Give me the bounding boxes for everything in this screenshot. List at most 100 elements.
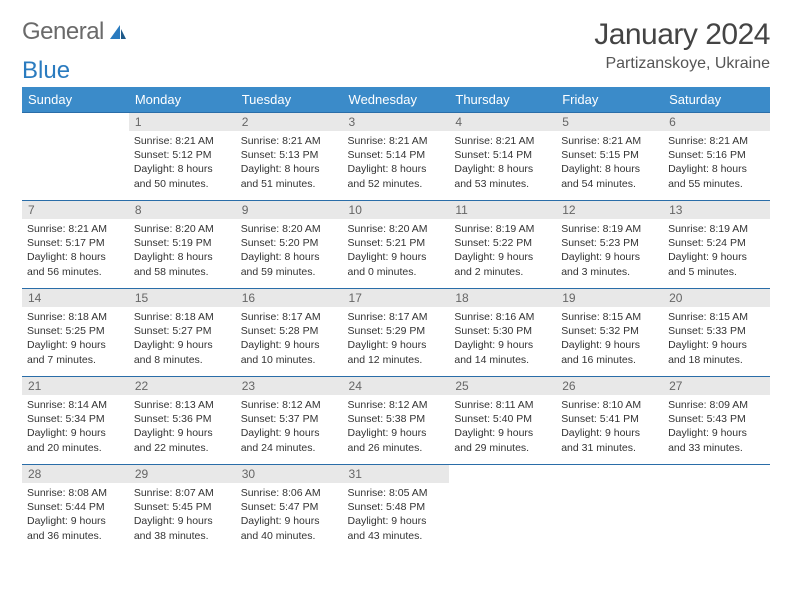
calendar-cell: 13Sunrise: 8:19 AMSunset: 5:24 PMDayligh…: [663, 201, 770, 289]
day-details: Sunrise: 8:21 AMSunset: 5:16 PMDaylight:…: [663, 131, 770, 195]
calendar-page: General January 2024 Partizanskoye, Ukra…: [0, 0, 792, 571]
day-number: 31: [343, 465, 450, 483]
calendar-cell: 11Sunrise: 8:19 AMSunset: 5:22 PMDayligh…: [449, 201, 556, 289]
day-number: 17: [343, 289, 450, 307]
logo-text-1: General: [22, 18, 104, 46]
day-details: Sunrise: 8:06 AMSunset: 5:47 PMDaylight:…: [236, 483, 343, 547]
day-number: 7: [22, 201, 129, 219]
calendar-row: 28Sunrise: 8:08 AMSunset: 5:44 PMDayligh…: [22, 465, 770, 553]
calendar-cell: 5Sunrise: 8:21 AMSunset: 5:15 PMDaylight…: [556, 113, 663, 201]
day-number: 10: [343, 201, 450, 219]
day-details: Sunrise: 8:15 AMSunset: 5:32 PMDaylight:…: [556, 307, 663, 371]
day-details: Sunrise: 8:17 AMSunset: 5:28 PMDaylight:…: [236, 307, 343, 371]
day-details: Sunrise: 8:05 AMSunset: 5:48 PMDaylight:…: [343, 483, 450, 547]
weekday-header: Sunday: [22, 87, 129, 113]
day-number: 4: [449, 113, 556, 131]
weekday-header-row: SundayMondayTuesdayWednesdayThursdayFrid…: [22, 87, 770, 113]
weekday-header: Thursday: [449, 87, 556, 113]
calendar-cell: 10Sunrise: 8:20 AMSunset: 5:21 PMDayligh…: [343, 201, 450, 289]
calendar-row: 14Sunrise: 8:18 AMSunset: 5:25 PMDayligh…: [22, 289, 770, 377]
calendar-cell: 1Sunrise: 8:21 AMSunset: 5:12 PMDaylight…: [129, 113, 236, 201]
day-number: 21: [22, 377, 129, 395]
day-number: 3: [343, 113, 450, 131]
day-number: 13: [663, 201, 770, 219]
calendar-cell-empty: [556, 465, 663, 553]
day-number: 18: [449, 289, 556, 307]
calendar-cell: 18Sunrise: 8:16 AMSunset: 5:30 PMDayligh…: [449, 289, 556, 377]
day-details: Sunrise: 8:15 AMSunset: 5:33 PMDaylight:…: [663, 307, 770, 371]
day-number: 25: [449, 377, 556, 395]
day-details: Sunrise: 8:14 AMSunset: 5:34 PMDaylight:…: [22, 395, 129, 459]
day-details: Sunrise: 8:19 AMSunset: 5:24 PMDaylight:…: [663, 219, 770, 283]
calendar-cell: 26Sunrise: 8:10 AMSunset: 5:41 PMDayligh…: [556, 377, 663, 465]
weekday-header: Tuesday: [236, 87, 343, 113]
day-details: Sunrise: 8:21 AMSunset: 5:15 PMDaylight:…: [556, 131, 663, 195]
weekday-header: Monday: [129, 87, 236, 113]
calendar-cell: 24Sunrise: 8:12 AMSunset: 5:38 PMDayligh…: [343, 377, 450, 465]
day-number: 30: [236, 465, 343, 483]
weekday-header: Saturday: [663, 87, 770, 113]
day-details: Sunrise: 8:18 AMSunset: 5:25 PMDaylight:…: [22, 307, 129, 371]
day-details: Sunrise: 8:18 AMSunset: 5:27 PMDaylight:…: [129, 307, 236, 371]
day-number: 5: [556, 113, 663, 131]
day-details: Sunrise: 8:19 AMSunset: 5:22 PMDaylight:…: [449, 219, 556, 283]
logo-text-2: Blue: [22, 57, 70, 84]
day-details: Sunrise: 8:09 AMSunset: 5:43 PMDaylight:…: [663, 395, 770, 459]
day-details: Sunrise: 8:21 AMSunset: 5:14 PMDaylight:…: [449, 131, 556, 195]
weekday-header: Friday: [556, 87, 663, 113]
logo-sail-icon: [107, 23, 129, 43]
day-number: 11: [449, 201, 556, 219]
day-details: Sunrise: 8:16 AMSunset: 5:30 PMDaylight:…: [449, 307, 556, 371]
day-details: Sunrise: 8:12 AMSunset: 5:38 PMDaylight:…: [343, 395, 450, 459]
day-number: 29: [129, 465, 236, 483]
calendar-cell: 14Sunrise: 8:18 AMSunset: 5:25 PMDayligh…: [22, 289, 129, 377]
calendar-cell: 6Sunrise: 8:21 AMSunset: 5:16 PMDaylight…: [663, 113, 770, 201]
day-number: 28: [22, 465, 129, 483]
day-number: 15: [129, 289, 236, 307]
calendar-cell: 29Sunrise: 8:07 AMSunset: 5:45 PMDayligh…: [129, 465, 236, 553]
calendar-cell: 19Sunrise: 8:15 AMSunset: 5:32 PMDayligh…: [556, 289, 663, 377]
calendar-cell: 12Sunrise: 8:19 AMSunset: 5:23 PMDayligh…: [556, 201, 663, 289]
page-title: January 2024: [594, 18, 770, 52]
day-details: Sunrise: 8:12 AMSunset: 5:37 PMDaylight:…: [236, 395, 343, 459]
calendar-cell: 9Sunrise: 8:20 AMSunset: 5:20 PMDaylight…: [236, 201, 343, 289]
day-details: Sunrise: 8:21 AMSunset: 5:14 PMDaylight:…: [343, 131, 450, 195]
day-details: Sunrise: 8:13 AMSunset: 5:36 PMDaylight:…: [129, 395, 236, 459]
day-details: Sunrise: 8:20 AMSunset: 5:19 PMDaylight:…: [129, 219, 236, 283]
calendar-cell: 3Sunrise: 8:21 AMSunset: 5:14 PMDaylight…: [343, 113, 450, 201]
calendar-cell: 31Sunrise: 8:05 AMSunset: 5:48 PMDayligh…: [343, 465, 450, 553]
day-details: Sunrise: 8:20 AMSunset: 5:21 PMDaylight:…: [343, 219, 450, 283]
day-number: 6: [663, 113, 770, 131]
calendar-cell: 22Sunrise: 8:13 AMSunset: 5:36 PMDayligh…: [129, 377, 236, 465]
day-details: Sunrise: 8:20 AMSunset: 5:20 PMDaylight:…: [236, 219, 343, 283]
day-details: Sunrise: 8:07 AMSunset: 5:45 PMDaylight:…: [129, 483, 236, 547]
day-details: Sunrise: 8:21 AMSunset: 5:13 PMDaylight:…: [236, 131, 343, 195]
calendar-table: SundayMondayTuesdayWednesdayThursdayFrid…: [22, 87, 770, 553]
calendar-row: 21Sunrise: 8:14 AMSunset: 5:34 PMDayligh…: [22, 377, 770, 465]
day-details: Sunrise: 8:10 AMSunset: 5:41 PMDaylight:…: [556, 395, 663, 459]
day-number: 24: [343, 377, 450, 395]
day-details: Sunrise: 8:19 AMSunset: 5:23 PMDaylight:…: [556, 219, 663, 283]
day-number: 16: [236, 289, 343, 307]
calendar-cell: 4Sunrise: 8:21 AMSunset: 5:14 PMDaylight…: [449, 113, 556, 201]
day-number: 8: [129, 201, 236, 219]
day-number: 14: [22, 289, 129, 307]
day-number: 27: [663, 377, 770, 395]
day-number: 1: [129, 113, 236, 131]
calendar-cell: 16Sunrise: 8:17 AMSunset: 5:28 PMDayligh…: [236, 289, 343, 377]
day-number: 20: [663, 289, 770, 307]
calendar-cell: 28Sunrise: 8:08 AMSunset: 5:44 PMDayligh…: [22, 465, 129, 553]
day-details: Sunrise: 8:11 AMSunset: 5:40 PMDaylight:…: [449, 395, 556, 459]
calendar-cell: 20Sunrise: 8:15 AMSunset: 5:33 PMDayligh…: [663, 289, 770, 377]
calendar-cell-empty: [449, 465, 556, 553]
weekday-header: Wednesday: [343, 87, 450, 113]
day-number: 12: [556, 201, 663, 219]
calendar-cell: 21Sunrise: 8:14 AMSunset: 5:34 PMDayligh…: [22, 377, 129, 465]
logo: General: [22, 18, 129, 46]
calendar-cell: 23Sunrise: 8:12 AMSunset: 5:37 PMDayligh…: [236, 377, 343, 465]
calendar-cell: 25Sunrise: 8:11 AMSunset: 5:40 PMDayligh…: [449, 377, 556, 465]
day-number: 19: [556, 289, 663, 307]
calendar-cell-empty: [663, 465, 770, 553]
day-number: 2: [236, 113, 343, 131]
day-details: Sunrise: 8:21 AMSunset: 5:17 PMDaylight:…: [22, 219, 129, 283]
